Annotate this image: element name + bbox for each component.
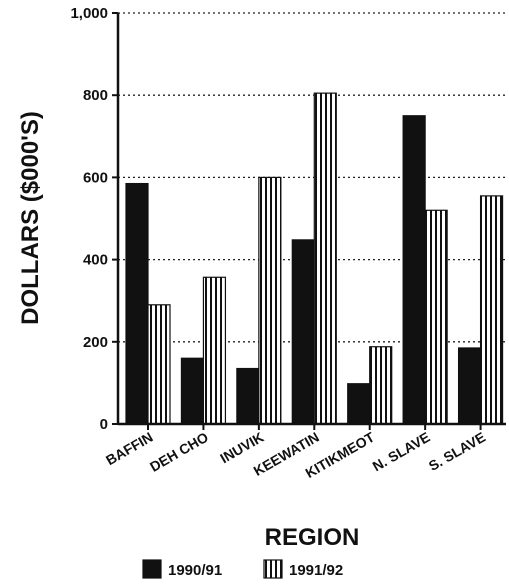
legend-label: 1991/92 [289,562,343,579]
bar [479,195,504,425]
bar [258,176,282,425]
bar [125,182,149,425]
bar [313,92,337,425]
y-tick-label: 0 [100,416,108,433]
legend-swatch [263,559,283,579]
bar [424,209,448,425]
bar [180,357,205,425]
bar [457,347,482,425]
y-tick-label: 400 [83,252,108,269]
bar [236,367,260,425]
bar [147,304,171,425]
legend-label: 1990/91 [168,562,222,579]
bar [402,115,426,425]
x-tick-label: N. SLAVE [370,429,433,475]
x-tick-label: DEH CHO [147,429,211,475]
y-axis-title: DOLLARS ($000'S) [17,111,44,325]
bar [347,383,371,425]
legend: 1990/91 1991/92 [142,559,343,579]
bar [369,346,393,425]
y-tick-label: 800 [83,87,108,104]
y-tick-label: 1,000 [70,5,108,22]
y-tick-label: 200 [83,334,108,351]
bar [202,276,227,425]
bar [291,239,315,425]
x-axis-title: REGION [265,524,360,551]
legend-swatch [142,559,162,579]
y-tick-label: 600 [83,169,108,186]
x-tick-label: S. SLAVE [426,429,488,474]
